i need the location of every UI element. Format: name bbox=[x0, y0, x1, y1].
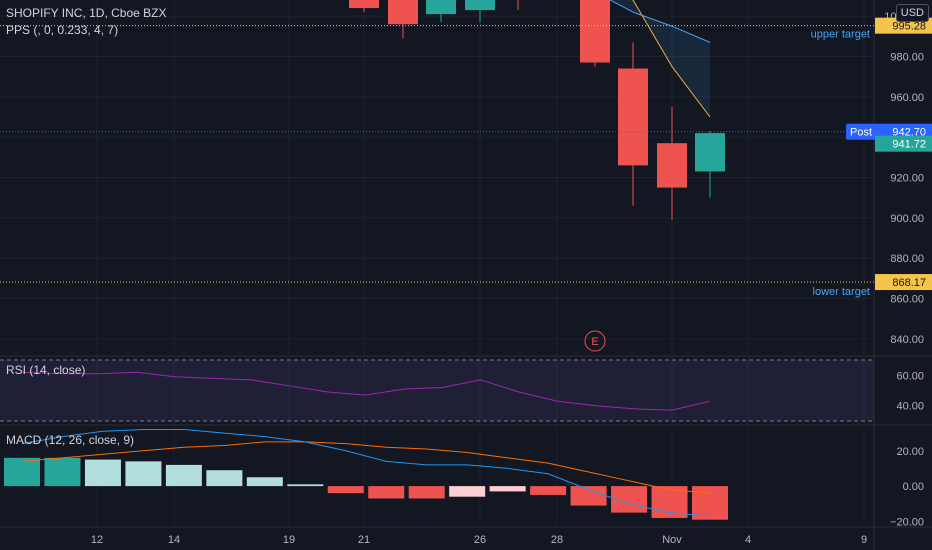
macd-histogram-bar bbox=[489, 486, 526, 492]
x-tick-label: 26 bbox=[474, 534, 486, 546]
rsi-line bbox=[21, 371, 711, 411]
y-tick-label: 960.00 bbox=[890, 92, 924, 104]
target-text: upper target bbox=[811, 29, 870, 41]
macd-tick-label: −20.00 bbox=[890, 516, 924, 528]
pps-cloud bbox=[610, 0, 710, 117]
macd-tick-label: 0.00 bbox=[903, 481, 924, 493]
pps-legend: PPS (, 0, 0.233, 4, 7) bbox=[6, 23, 119, 37]
rsi-band-fill bbox=[0, 360, 874, 421]
candle-body bbox=[618, 68, 648, 166]
rsi-legend: RSI (14, close) bbox=[6, 363, 86, 377]
y-tick-label: 920.00 bbox=[890, 173, 924, 185]
x-tick-label: 14 bbox=[168, 534, 180, 546]
rsi-tick-label: 60.00 bbox=[896, 370, 924, 382]
x-tick-label: Nov bbox=[662, 534, 682, 546]
candle-body bbox=[349, 0, 379, 9]
target-text: lower target bbox=[813, 286, 870, 298]
pps-slow-line bbox=[609, 0, 711, 43]
macd-histogram-bar bbox=[449, 486, 486, 497]
macd-histogram-bar bbox=[206, 470, 243, 487]
macd-histogram-bar bbox=[4, 457, 40, 487]
x-tick-label: 4 bbox=[745, 534, 751, 546]
x-tick-label: 21 bbox=[358, 534, 370, 546]
target-price-label: 868.17 bbox=[892, 277, 926, 289]
macd-tick-label: 20.00 bbox=[896, 446, 924, 458]
currency-selector[interactable]: USD bbox=[895, 4, 929, 22]
target-price-label: 995.28 bbox=[892, 21, 926, 33]
candle-body bbox=[580, 0, 610, 63]
x-tick-label: 28 bbox=[551, 534, 563, 546]
candle-body bbox=[426, 0, 456, 15]
x-tick-label: 9 bbox=[861, 534, 867, 546]
earnings-marker bbox=[584, 330, 606, 352]
candle-body bbox=[695, 133, 725, 172]
symbol-legend: SHOPIFY INC, 1D, Cboe BZX bbox=[6, 6, 167, 20]
macd-histogram-bar bbox=[368, 486, 405, 499]
candle-body bbox=[388, 0, 418, 25]
earnings-marker-label: E bbox=[591, 336, 598, 348]
target-price-tag bbox=[875, 274, 932, 291]
pps-fast-line bbox=[631, 0, 711, 118]
macd-signal-line bbox=[21, 441, 711, 494]
y-tick-label: 840.00 bbox=[890, 334, 924, 346]
rsi-tick-label: 40.00 bbox=[896, 401, 924, 413]
macd-legend: MACD (12, 26, close, 9) bbox=[6, 433, 135, 447]
macd-histogram-bar bbox=[287, 484, 324, 487]
macd-histogram-bar bbox=[327, 486, 364, 494]
y-tick-label: 860.00 bbox=[890, 294, 924, 306]
macd-histogram-bar bbox=[530, 486, 567, 495]
x-tick-label: 19 bbox=[283, 534, 295, 546]
macd-histogram-bar bbox=[246, 477, 283, 487]
candle-body bbox=[465, 0, 495, 11]
last-price-tag bbox=[875, 135, 932, 152]
y-tick-label: 880.00 bbox=[890, 253, 924, 265]
macd-histogram-bar bbox=[570, 486, 607, 506]
macd-line bbox=[21, 429, 711, 517]
y-tick-label: 980.00 bbox=[890, 51, 924, 63]
macd-histogram-bar bbox=[125, 461, 162, 487]
last-price-label: 941.72 bbox=[892, 139, 926, 151]
macd-histogram-bar bbox=[408, 486, 445, 499]
x-tick-label: 12 bbox=[91, 534, 103, 546]
candle-body bbox=[657, 143, 687, 188]
macd-histogram-bar bbox=[84, 459, 121, 487]
y-tick-label: 900.00 bbox=[890, 213, 924, 225]
post-tag bbox=[846, 123, 876, 140]
macd-histogram-bar bbox=[165, 464, 202, 487]
post-tag-text: Post bbox=[850, 127, 872, 139]
macd-histogram-bar bbox=[44, 457, 81, 487]
